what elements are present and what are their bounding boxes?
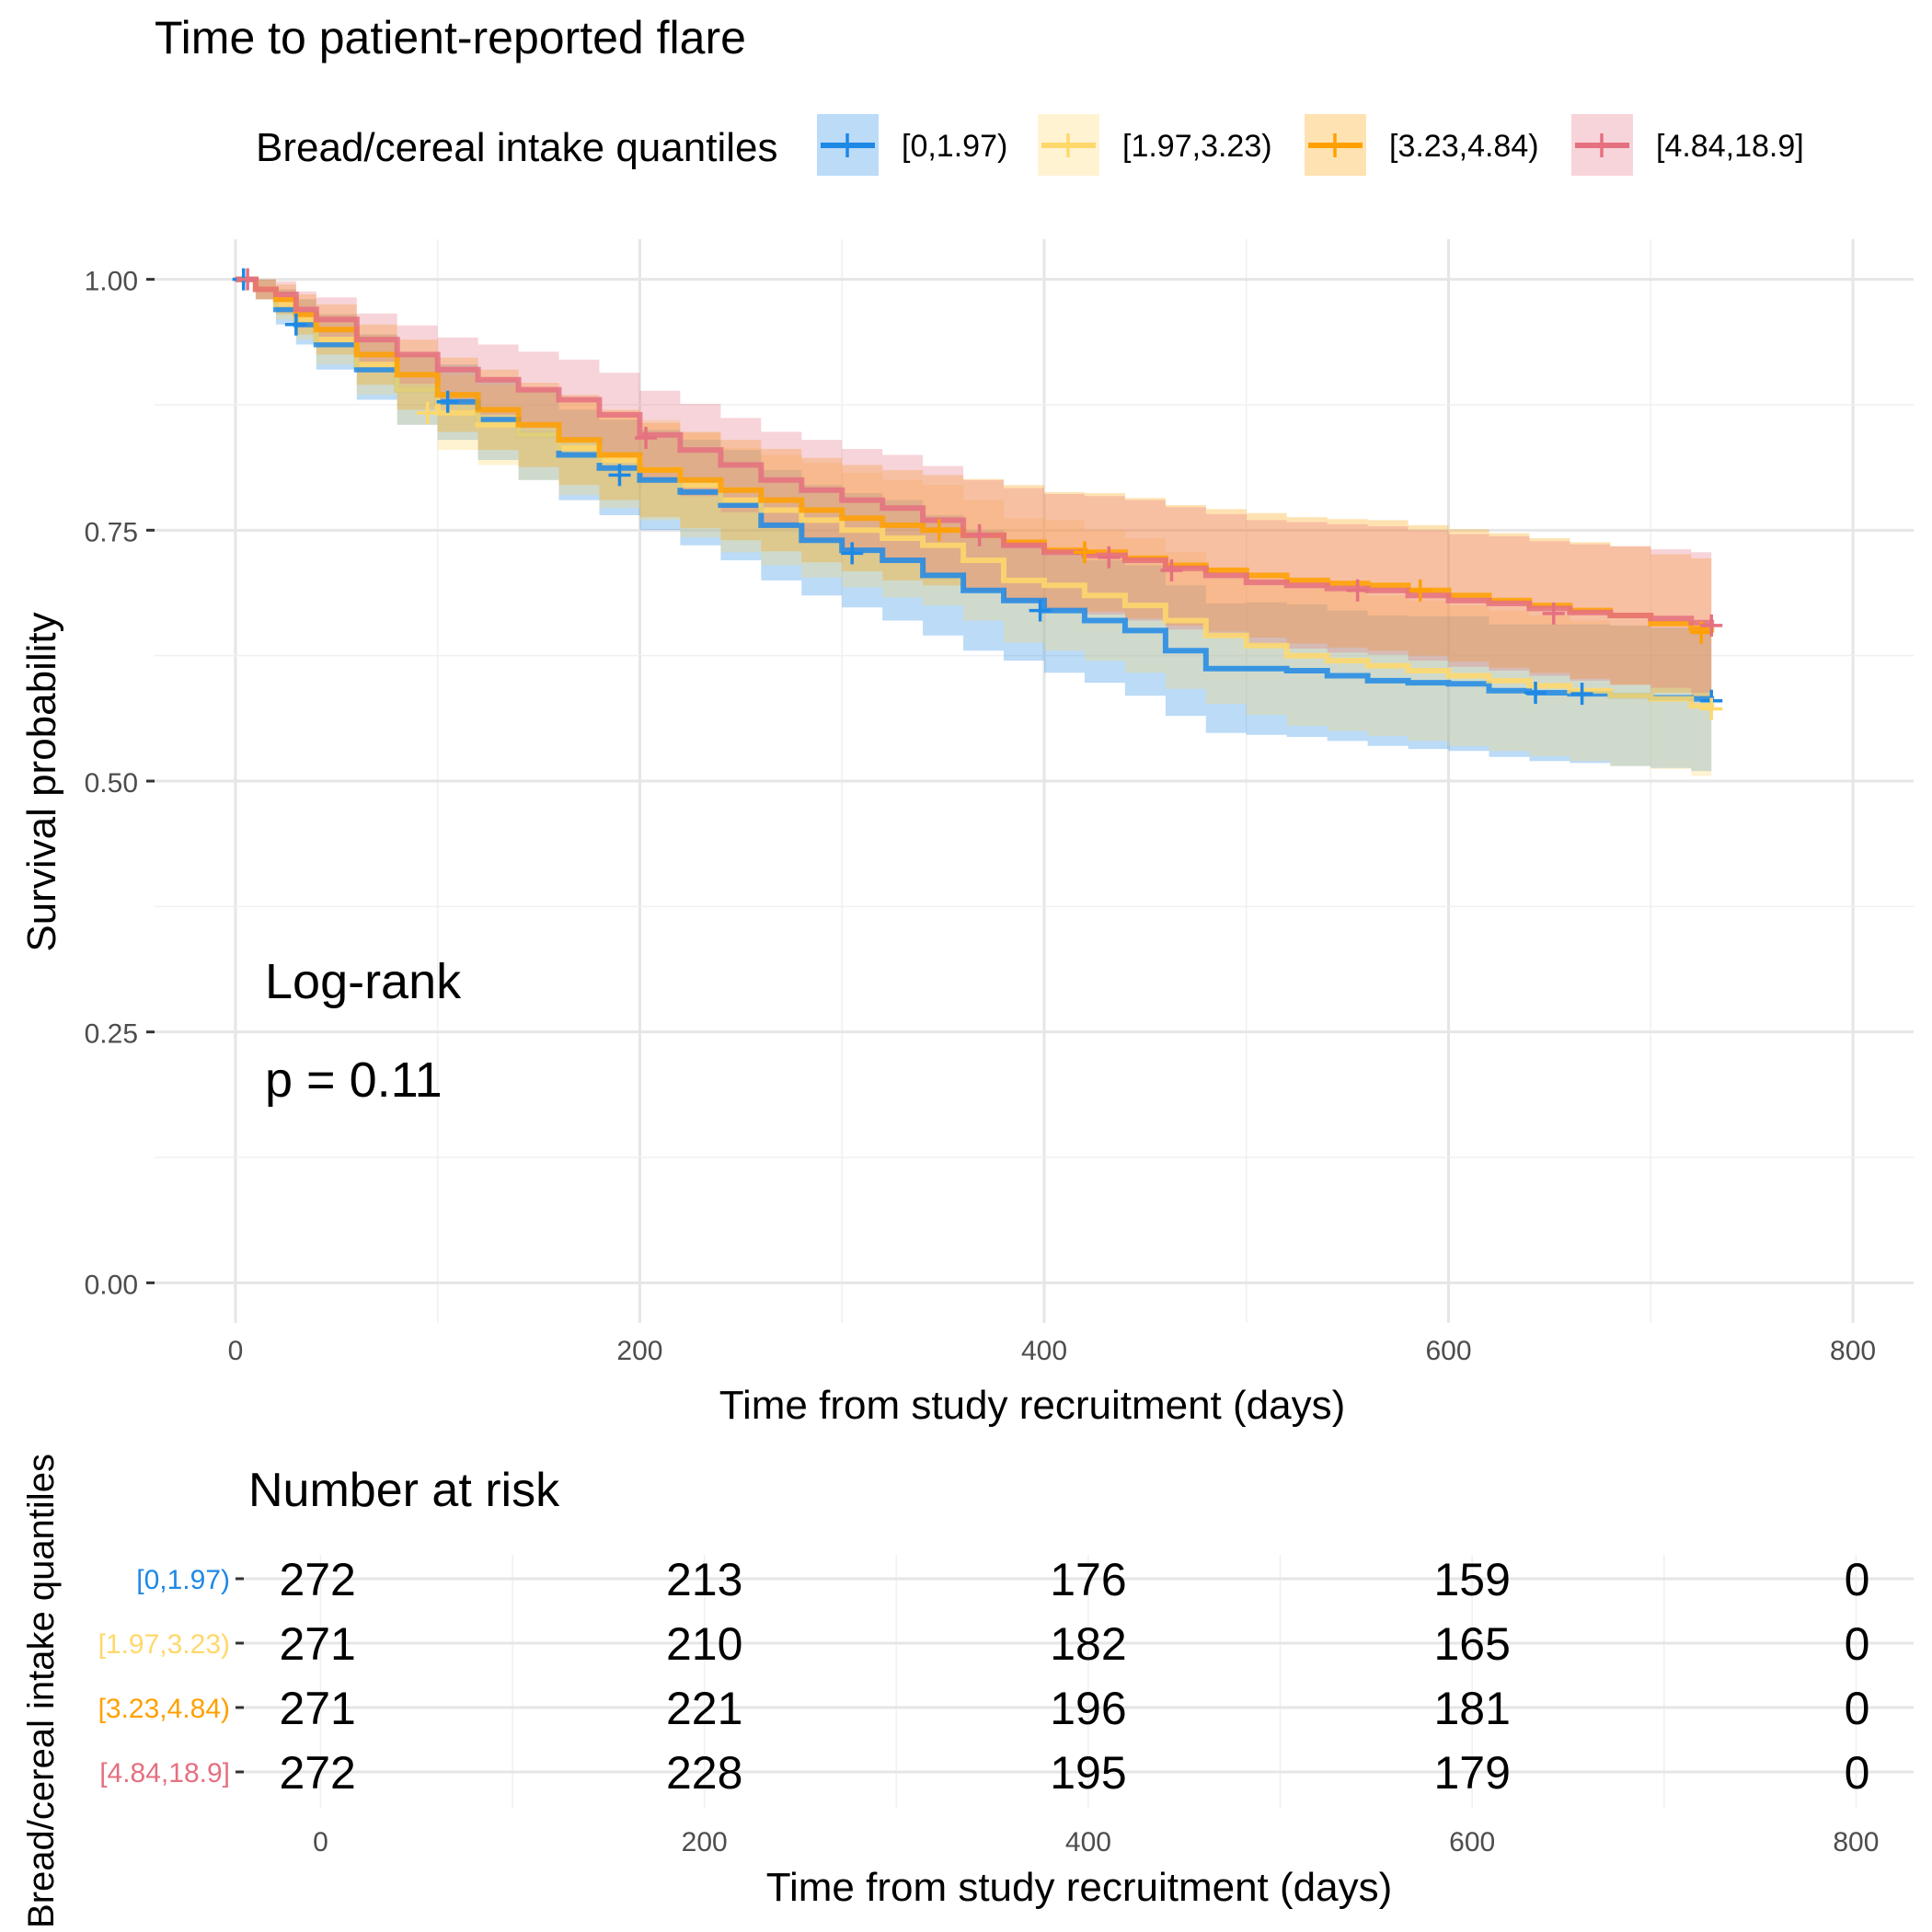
legend-item-label: [3.23,4.84) (1389, 129, 1539, 164)
survival-curve-4-84-18-9 (235, 276, 1715, 626)
censor-mark-4-84-18-9 (968, 523, 991, 546)
risk-x-tick-label: 200 (682, 1827, 728, 1857)
risk-count-cell: 179 (1433, 1747, 1510, 1799)
legend-item-label: [4.84,18.9] (1656, 129, 1804, 164)
risk-count-cell: 0 (1845, 1554, 1870, 1605)
confidence-bands (235, 279, 1712, 782)
y-tick-label: 0.50 (85, 768, 138, 799)
risk-count-cell: 213 (666, 1554, 742, 1605)
censor-mark-4-84-18-9 (1346, 579, 1369, 602)
ci-band-1-97-3-23 (235, 279, 1712, 782)
x-tick-label: 600 (1425, 1336, 1471, 1366)
ci-band-3-23-4-84 (235, 279, 1712, 704)
risk-row-label: [0,1.97) (136, 1565, 230, 1595)
risk-x-tick-label: 800 (1833, 1827, 1879, 1857)
risk-count-cell: 165 (1433, 1618, 1510, 1670)
risk-count-cell: 210 (666, 1618, 742, 1670)
risk-row-label: [1.97,3.23) (98, 1629, 230, 1660)
censor-mark-1-97-3-23 (416, 401, 439, 424)
risk-x-tick-label: 600 (1449, 1827, 1495, 1857)
risk-table-gridlines (244, 1555, 1914, 1808)
pvalue-label: p = 0.11 (265, 1052, 443, 1108)
risk-count-cell: 272 (279, 1554, 355, 1605)
survival-curves (235, 276, 1715, 709)
censor-mark-0-1-97 (1524, 682, 1547, 705)
ci-band-0-1-97 (235, 279, 1712, 774)
censor-mark-0-1-97 (1570, 683, 1593, 706)
censor-mark-4-84-18-9 (1098, 546, 1121, 569)
legend-item-1-97-3-23: [1.97,3.23) (1038, 114, 1272, 176)
risk-count-cell: 0 (1845, 1618, 1870, 1670)
censor-mark-0-1-97 (436, 390, 459, 413)
x-tick-label: 0 (228, 1336, 244, 1366)
x-axis-label: Time from study recruitment (days) (719, 1383, 1346, 1428)
risk-row-label: [3.23,4.84) (98, 1694, 230, 1724)
chart-title: Time to patient-reported flare (155, 12, 746, 63)
ci-band-4-84-18-9 (235, 279, 1712, 696)
risk-count-cell: 271 (279, 1618, 355, 1670)
test-label: Log-rank (265, 954, 462, 1009)
censor-mark-0-1-97 (608, 464, 631, 487)
risk-table-cells: [0,1.97) 272 213 176 159 0 [1.97,3.23) 271 210 18… (98, 1554, 1880, 1857)
risk-count-cell: 228 (666, 1747, 742, 1799)
censor-mark-4-84-18-9 (635, 426, 658, 449)
censor-mark-4-84-18-9 (1542, 602, 1565, 625)
risk-count-cell: 271 (279, 1683, 355, 1734)
km-axes: 0.00 0.25 0.50 0.75 1.00 0 200 400 600 800 (85, 267, 1876, 1366)
risk-count-cell: 0 (1845, 1683, 1870, 1734)
censor-mark-1-97-3-23 (1700, 697, 1723, 720)
x-tick-label: 400 (1021, 1336, 1067, 1366)
legend-item-0-1-97: [0,1.97) (817, 114, 1007, 176)
risk-table: Number at risk [0,1.97) 272 213 176 159 0 [1.9… (21, 1454, 1914, 1928)
y-axis-label: Survival probability (19, 612, 64, 951)
y-tick-label: 0.25 (85, 1019, 138, 1050)
risk-table-y-axis-label: Bread/cereal intake quantiles (21, 1454, 62, 1928)
censor-mark-4-84-18-9 (1700, 614, 1723, 637)
risk-count-cell: 159 (1433, 1554, 1510, 1605)
censor-mark-0-1-97 (1029, 599, 1052, 622)
censor-mark-3-23-4-84 (927, 519, 950, 542)
censor-marks (232, 268, 1723, 720)
km-gridlines (155, 239, 1914, 1323)
risk-count-cell: 181 (1433, 1683, 1510, 1734)
censor-mark-4-84-18-9 (236, 268, 259, 291)
legend-item-3-23-4-84: [3.23,4.84) (1305, 114, 1539, 176)
legend-item-4-84-18-9: [4.84,18.9] (1571, 114, 1804, 176)
y-tick-label: 0.75 (85, 517, 138, 547)
censor-mark-0-1-97 (841, 542, 864, 565)
risk-count-cell: 176 (1050, 1554, 1126, 1605)
risk-table-title: Number at risk (248, 1464, 560, 1517)
risk-count-cell: 195 (1050, 1747, 1126, 1799)
risk-count-cell: 221 (666, 1683, 742, 1734)
x-tick-label: 200 (616, 1336, 662, 1366)
risk-count-cell: 182 (1050, 1618, 1126, 1670)
censor-mark-3-23-4-84 (1073, 541, 1096, 564)
legend-item-label: [1.97,3.23) (1122, 129, 1272, 164)
x-tick-label: 800 (1830, 1336, 1876, 1366)
risk-row-label: [4.84,18.9] (99, 1758, 230, 1788)
legend: Bread/cereal intake quantiles [0,1.97) [1… (256, 114, 1804, 176)
risk-count-cell: 196 (1050, 1683, 1126, 1734)
y-tick-label: 0.00 (85, 1270, 138, 1300)
censor-mark-3-23-4-84 (1409, 579, 1432, 602)
risk-table-x-axis-label: Time from study recruitment (days) (766, 1865, 1393, 1910)
risk-count-cell: 0 (1845, 1747, 1870, 1799)
km-plot-panel: 0.00 0.25 0.50 0.75 1.00 0 200 400 600 800 Log-ra… (85, 239, 1914, 1366)
censor-mark-4-84-18-9 (1160, 558, 1183, 581)
y-tick-label: 1.00 (85, 267, 138, 297)
legend-title: Bread/cereal intake quantiles (256, 125, 777, 170)
censor-mark-0-1-97 (284, 313, 307, 336)
legend-item-label: [0,1.97) (902, 129, 1007, 164)
risk-count-cell: 272 (279, 1747, 355, 1799)
risk-x-tick-label: 400 (1065, 1827, 1111, 1857)
risk-x-tick-label: 0 (313, 1827, 328, 1857)
